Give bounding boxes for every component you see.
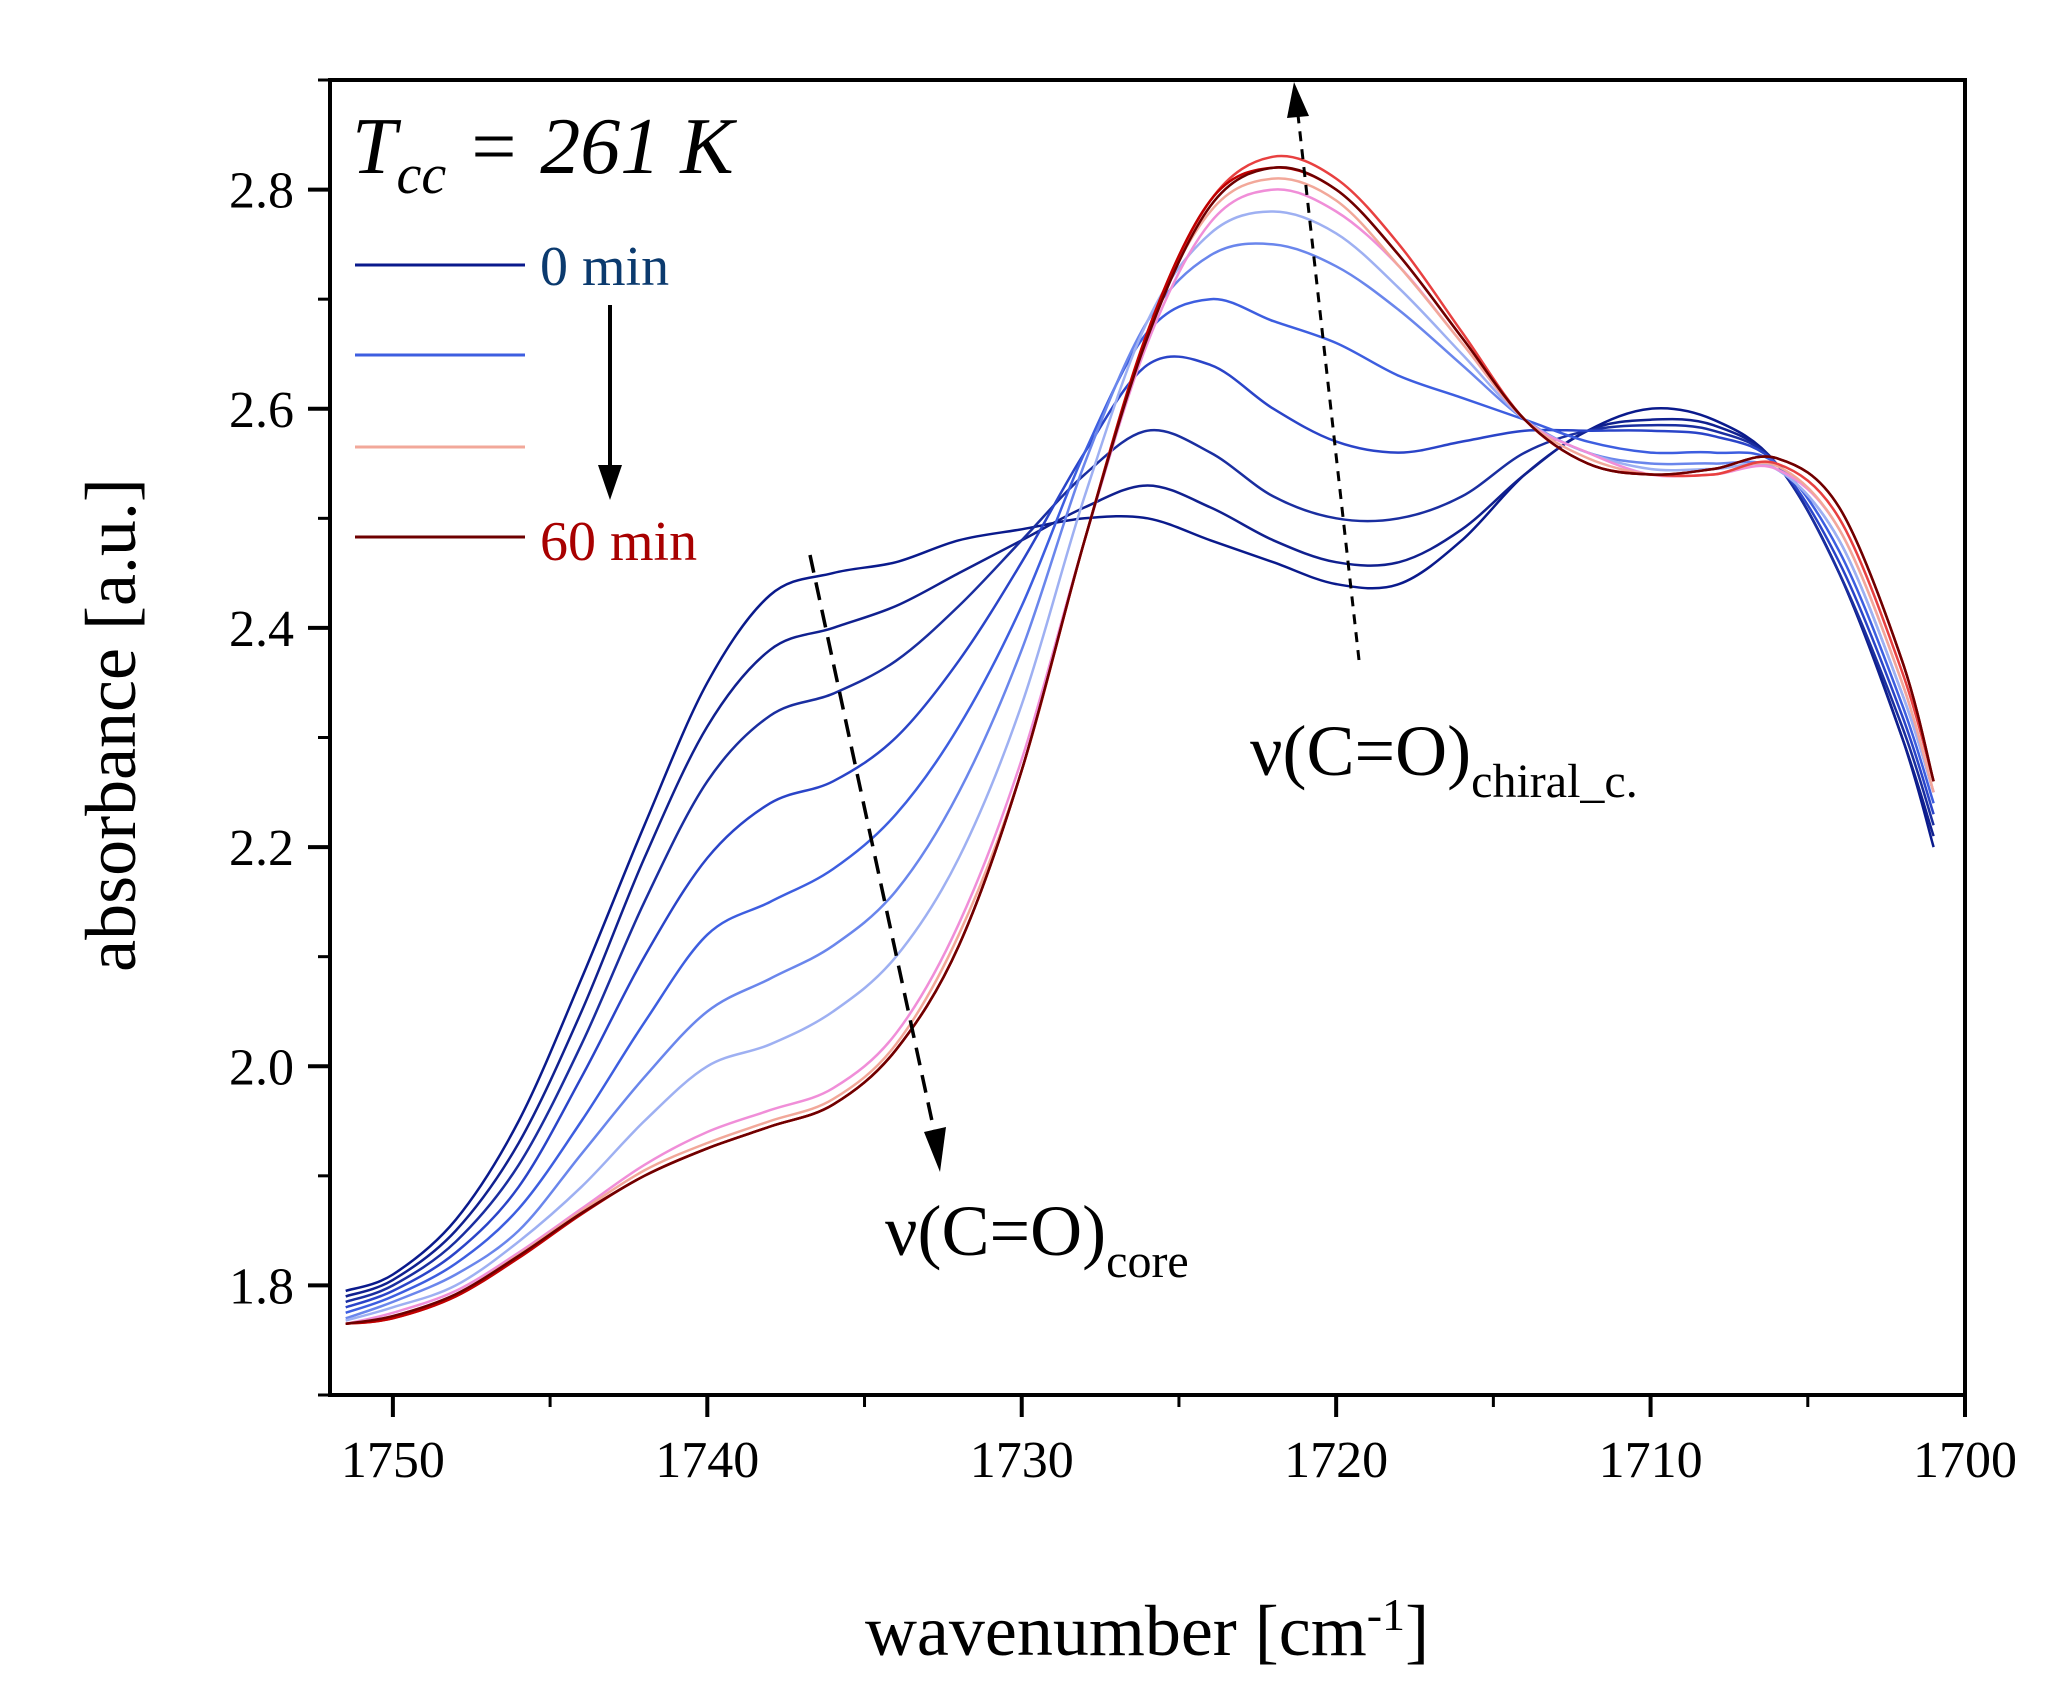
series-line-3 [345,355,1935,1309]
temperature-annotation: Tcc = 261 K [352,103,737,206]
series-line-2 [345,423,1935,1304]
series-layer [345,154,1935,1326]
chiral-arrow [1287,82,1361,661]
y-tick-label-3: 2.4 [229,601,294,658]
chiral-peak-label: ν(C=O)chiral_c. [1250,711,1638,808]
ticks-layer: 1750 1740 1730 1720 1710 1700 1.8 2.0 2.2 2.4 2.6 2… [229,78,2017,1489]
legend-label-0: 0 min [540,236,669,298]
x-tick-label-3: 1720 [1284,1432,1388,1489]
x-axis-title: wavenumber [cm-1] [865,1589,1429,1672]
y-tick-label-1: 2.0 [229,1039,294,1096]
legend: 0 min 60 min [355,236,697,573]
y-axis-title: absorbance [a.u.] [71,478,151,972]
y-tick-label-0: 1.8 [229,1258,294,1315]
y-tick-label-5: 2.8 [229,163,294,220]
time-arrow [598,305,622,500]
series-line-4 [345,297,1935,1314]
series-line-11 [345,165,1935,1326]
x-tick-label-5: 1700 [1913,1432,2017,1489]
y-tick-label-2: 2.2 [229,820,294,877]
series-line-0 [345,407,1935,1293]
core-peak-label: ν(C=O)core [885,1191,1189,1288]
legend-label-3: 60 min [540,511,697,573]
series-line-5 [345,242,1935,1320]
x-tick-label-4: 1710 [1599,1432,1703,1489]
x-tick-label-1: 1740 [655,1432,759,1489]
series-line-9 [345,154,1935,1326]
series-line-6 [345,210,1935,1322]
x-tick-label-2: 1730 [970,1432,1074,1489]
y-tick-label-4: 2.6 [229,382,294,439]
core-arrow [808,554,946,1172]
x-tick-label-0: 1750 [341,1432,445,1489]
series-line-1 [345,417,1935,1298]
